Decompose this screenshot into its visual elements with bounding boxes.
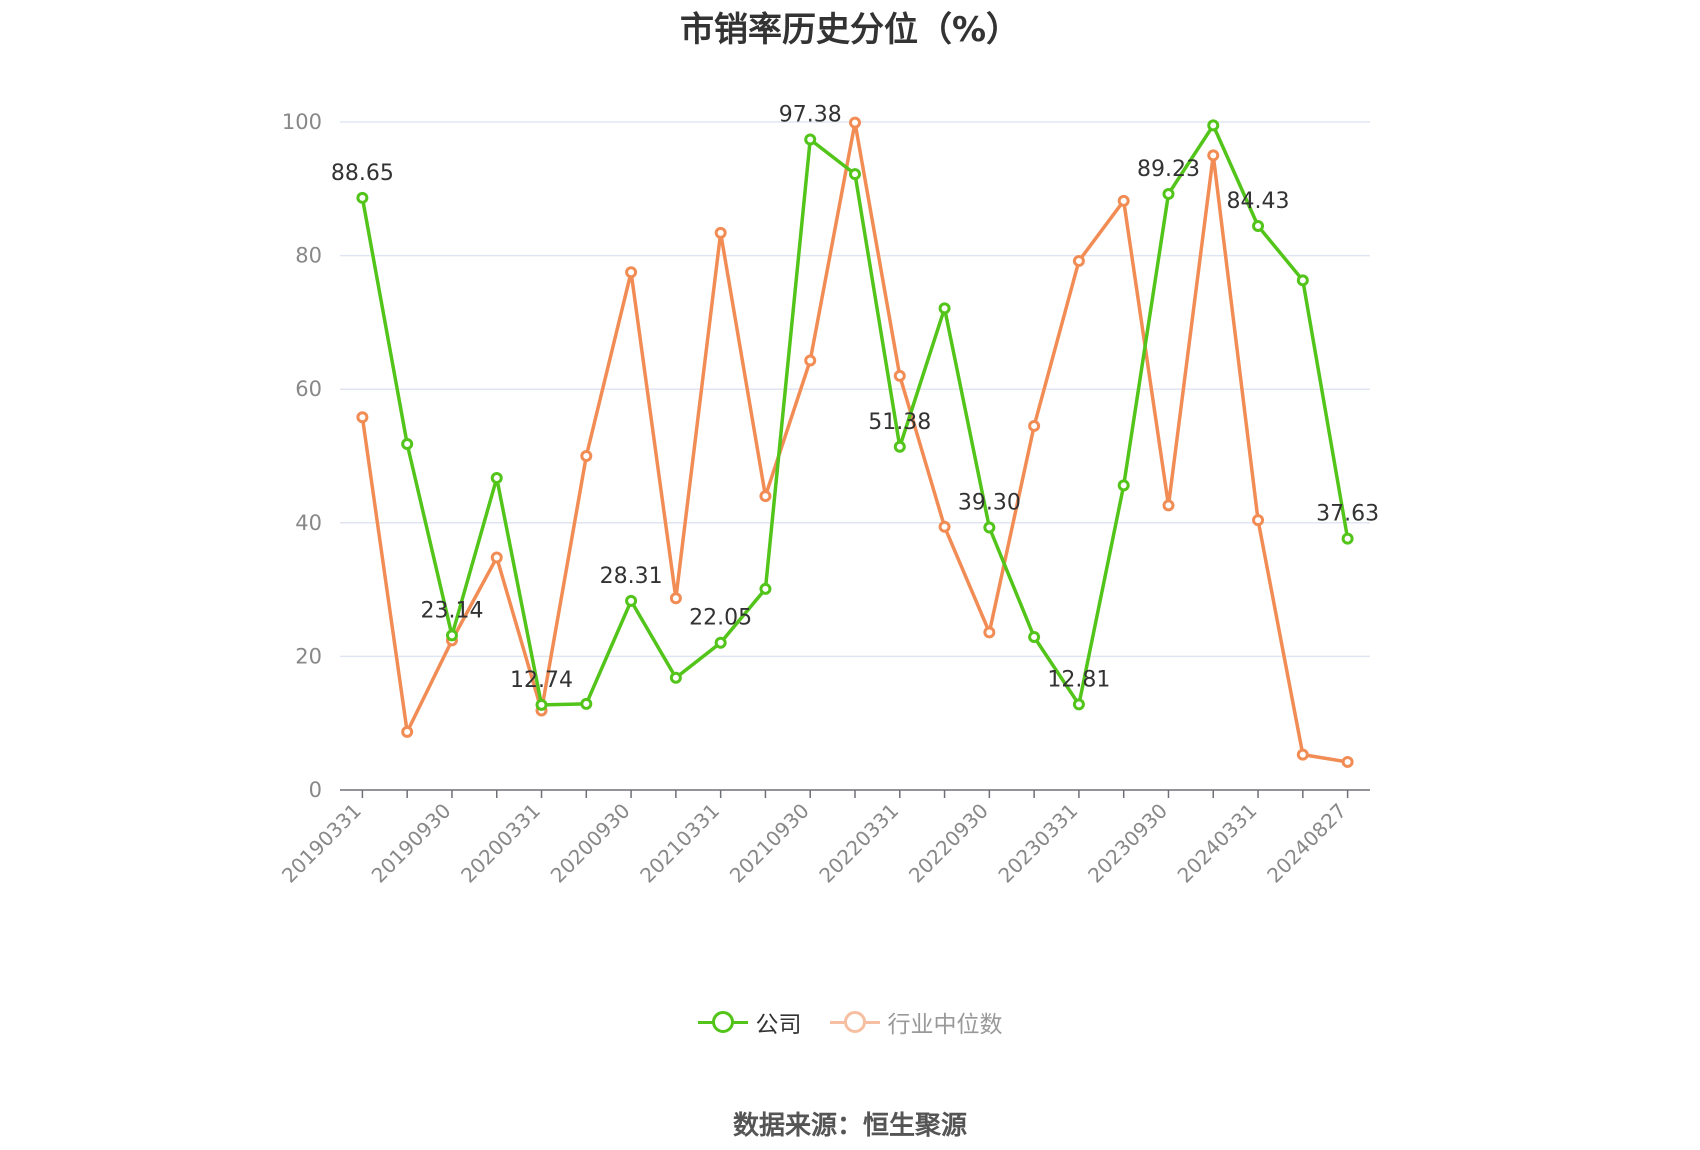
data-points — [356, 116, 1354, 768]
legend-item-company[interactable]: 公司 — [697, 1005, 802, 1039]
point-s1-7 — [669, 592, 682, 605]
x-tick-label-20210331: 20210331 — [635, 799, 724, 888]
point-s1-14 — [983, 626, 996, 639]
data-label-8: 22.05 — [689, 606, 752, 631]
point-s0-7 — [669, 671, 682, 684]
x-tick-label-20190930: 20190930 — [367, 799, 456, 888]
data-source: 数据来源：恒生聚源 — [732, 1111, 967, 1141]
data-label-10: 97.38 — [779, 103, 842, 128]
line-chart: 0 20 40 60 80 100 20190331 20190930 20200331 2020… — [277, 103, 1379, 888]
point-s1-0 — [356, 411, 369, 424]
point-s1-6 — [625, 266, 638, 279]
series-line-0 — [360, 123, 1350, 707]
point-s0-18 — [1162, 187, 1175, 200]
data-label-2: 23.14 — [420, 598, 483, 623]
data-label-20: 84.43 — [1227, 189, 1290, 214]
point-s0-2 — [445, 629, 458, 642]
point-s1-18 — [1162, 499, 1175, 512]
legend-label-industry-median: 行业中位数 — [887, 1012, 1003, 1038]
point-s0-19 — [1207, 119, 1220, 132]
point-s1-3 — [490, 551, 503, 564]
data-label-12: 51.38 — [868, 410, 931, 435]
data-label-4: 12.74 — [510, 668, 573, 693]
point-s1-22 — [1341, 755, 1354, 768]
data-labels: 88.65 23.14 12.74 28.31 22.05 97.38 51.38 39.30… — [331, 103, 1379, 693]
x-tick-label-20190331: 20190331 — [277, 799, 366, 888]
point-s1-15 — [1028, 419, 1041, 432]
point-s1-21 — [1296, 748, 1309, 761]
point-s1-17 — [1117, 194, 1130, 207]
point-s0-0 — [356, 191, 369, 204]
point-s0-16 — [1072, 698, 1085, 711]
point-s0-5 — [580, 697, 593, 710]
legend-label-company: 公司 — [755, 1012, 802, 1038]
legend-swatch-company-icon — [697, 1010, 748, 1034]
x-tick-label-20200930: 20200930 — [546, 799, 635, 888]
x-tick-label-20220331: 20220331 — [814, 799, 903, 888]
point-s1-16 — [1072, 254, 1085, 267]
y-tick-label-40: 40 — [295, 511, 322, 535]
data-label-22: 37.63 — [1316, 502, 1379, 527]
point-s0-22 — [1341, 532, 1354, 545]
chart-title: 市销率历史分位（%） — [679, 10, 1021, 50]
point-s0-6 — [625, 594, 638, 607]
point-s0-13 — [938, 302, 951, 315]
y-tick-label-60: 60 — [295, 377, 322, 401]
point-s1-11 — [849, 116, 861, 129]
point-s0-12 — [893, 440, 906, 453]
point-s0-14 — [983, 521, 996, 534]
point-s0-21 — [1296, 274, 1309, 287]
series-lines — [360, 120, 1350, 764]
y-tick-label-100: 100 — [282, 110, 322, 134]
x-tick-label-20230930: 20230930 — [1083, 799, 1172, 888]
point-s1-5 — [580, 450, 593, 462]
point-s1-9 — [759, 490, 772, 503]
point-s1-20 — [1252, 514, 1265, 527]
data-label-0: 88.65 — [331, 161, 394, 186]
point-s0-11 — [849, 168, 861, 181]
point-s1-1 — [401, 725, 414, 738]
data-label-18: 89.23 — [1137, 157, 1200, 182]
data-label-14: 39.30 — [958, 490, 1021, 515]
point-s0-10 — [804, 133, 817, 146]
data-label-6: 28.31 — [600, 564, 663, 589]
x-tick-label-20240331: 20240331 — [1173, 799, 1262, 888]
y-tick-label-80: 80 — [295, 244, 322, 268]
grid-lines — [340, 121, 1370, 658]
point-s0-9 — [759, 582, 772, 595]
x-tick-label-20230331: 20230331 — [993, 799, 1082, 888]
point-s0-4 — [535, 698, 548, 711]
point-s0-8 — [714, 636, 727, 649]
x-tick-label-20220930: 20220930 — [904, 799, 993, 888]
axes: 0 20 40 60 80 100 20190331 20190930 20200331 2020… — [277, 110, 1370, 888]
x-tick-label-20240827: 20240827 — [1262, 799, 1351, 888]
point-s0-15 — [1028, 631, 1041, 644]
point-s0-17 — [1117, 479, 1130, 492]
point-s1-8 — [714, 226, 727, 239]
series-line-1 — [360, 120, 1348, 764]
point-s0-20 — [1252, 220, 1265, 233]
point-s1-19 — [1207, 149, 1220, 162]
data-label-16: 12.81 — [1047, 667, 1110, 692]
y-tick-label-20: 20 — [295, 644, 322, 668]
x-tick-label-20210930: 20210930 — [725, 799, 814, 888]
point-s1-13 — [938, 520, 951, 533]
point-s0-3 — [490, 472, 503, 485]
point-s0-1 — [401, 437, 414, 450]
legend-item-industry-median[interactable]: 行业中位数 — [829, 1005, 1003, 1039]
legend: 公司 行业中位数 — [0, 1005, 1700, 1039]
legend-swatch-industry-median-icon — [829, 1010, 880, 1034]
point-s1-10 — [804, 354, 817, 367]
y-tick-label-0: 0 — [309, 778, 322, 802]
x-tick-label-20200331: 20200331 — [456, 799, 545, 888]
point-s1-12 — [893, 369, 906, 382]
